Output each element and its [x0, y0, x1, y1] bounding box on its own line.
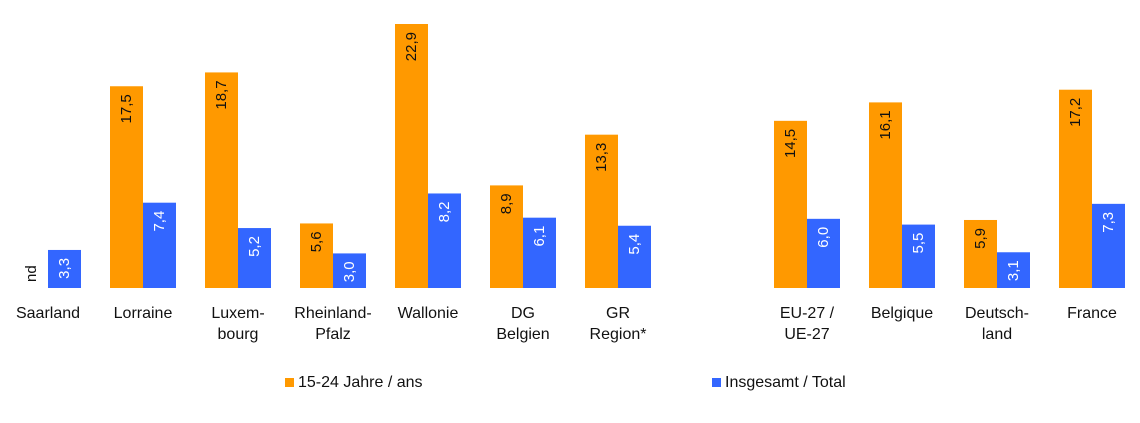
bar-total[interactable] — [997, 252, 1030, 288]
bar-total[interactable] — [333, 253, 366, 288]
bar-youth[interactable] — [585, 134, 618, 288]
bar-total[interactable] — [48, 249, 81, 288]
bar-total[interactable] — [1092, 203, 1125, 288]
value-label: 22,9 — [403, 32, 420, 61]
value-label: 5,2 — [246, 236, 263, 257]
bar-youth[interactable] — [110, 86, 143, 289]
category-label: Region* — [590, 326, 647, 343]
legend-swatch — [712, 378, 721, 387]
category-label: Rheinland- — [294, 305, 371, 322]
value-label-missing: nd — [23, 265, 40, 282]
legend: 15-24 Jahre / ans Insgesamt / Total — [285, 374, 846, 391]
category-label: Belgique — [871, 305, 933, 322]
value-label: 3,0 — [341, 261, 358, 282]
bar-youth[interactable] — [964, 219, 997, 288]
bar-total[interactable] — [238, 228, 271, 288]
bar-youth[interactable] — [395, 24, 428, 288]
value-label: 18,7 — [213, 80, 230, 109]
category-label: Lorraine — [114, 305, 173, 322]
value-labels-group: nd 3,3 17,5 7,4 18,7 5,2 5,6 3,0 22,9 8,2 8,9 6,1 13… — [23, 32, 1117, 282]
value-label: 5,5 — [910, 233, 927, 254]
legend-label: Insgesamt / Total — [725, 374, 846, 391]
legend-swatch — [285, 378, 294, 387]
category-label: EU-27 / — [780, 305, 835, 322]
value-label: 3,1 — [1005, 260, 1022, 281]
category-label: bourg — [218, 326, 259, 343]
value-label: 17,5 — [118, 94, 135, 123]
bar-total[interactable] — [807, 218, 840, 288]
bar-youth[interactable] — [490, 185, 523, 288]
value-label: 14,5 — [782, 129, 799, 158]
value-label: 8,2 — [436, 201, 453, 222]
value-label: 6,0 — [815, 227, 832, 248]
bar-youth[interactable] — [205, 72, 238, 288]
value-label: 13,3 — [593, 143, 610, 172]
category-label: Saarland — [16, 305, 80, 322]
bar-youth[interactable] — [1059, 89, 1092, 288]
bar-youth[interactable] — [300, 223, 333, 288]
category-label: France — [1067, 305, 1117, 322]
legend-label: 15-24 Jahre / ans — [298, 374, 423, 391]
value-label: 5,6 — [308, 231, 325, 252]
value-label: 5,4 — [626, 234, 643, 255]
category-label: Deutsch- — [965, 305, 1029, 322]
category-label: land — [982, 326, 1012, 343]
category-label: Pfalz — [315, 326, 351, 343]
value-label: 5,9 — [972, 228, 989, 249]
category-label: Belgien — [496, 326, 549, 343]
category-label: DG — [511, 305, 535, 322]
value-label: 8,9 — [498, 193, 515, 214]
bar-total[interactable] — [523, 217, 556, 288]
value-label: 6,1 — [531, 226, 548, 247]
bar-total[interactable] — [618, 225, 651, 288]
category-label: Wallonie — [398, 305, 459, 322]
category-labels-group: Saarland Lorraine Luxem-bourg Rheinland- Pfa… — [16, 305, 1117, 343]
bar-youth[interactable] — [869, 102, 902, 289]
category-label: Luxem- — [211, 305, 264, 322]
value-label: 7,3 — [1100, 212, 1117, 233]
bar-total[interactable] — [902, 224, 935, 288]
bar-youth[interactable] — [774, 120, 807, 288]
value-label: 3,3 — [56, 258, 73, 279]
category-label: GR — [606, 305, 630, 322]
value-label: 17,2 — [1067, 98, 1084, 127]
value-label: 7,4 — [151, 211, 168, 232]
bar-total[interactable] — [428, 193, 461, 288]
bar-total[interactable] — [143, 202, 176, 288]
value-label: 16,1 — [877, 110, 894, 139]
category-label: UE-27 — [784, 326, 829, 343]
bars-group — [48, 24, 1125, 289]
